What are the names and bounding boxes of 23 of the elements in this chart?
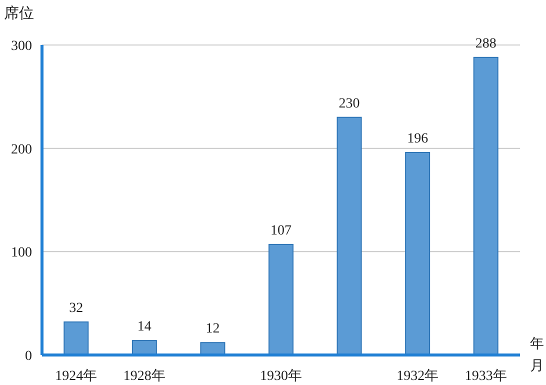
bar <box>336 116 362 356</box>
bar <box>268 244 294 356</box>
data-label: 288 <box>475 36 496 52</box>
x-tick-label: 1932年 <box>396 368 439 384</box>
data-label: 12 <box>206 322 220 337</box>
x-tick-label: 1933年 <box>464 368 507 384</box>
x-axis-title: 年月 <box>530 336 544 374</box>
data-label: 14 <box>137 320 152 335</box>
bar <box>64 321 89 356</box>
bar <box>473 56 498 356</box>
data-label: 32 <box>69 300 84 316</box>
x-tick-label: 1924年 <box>55 368 98 384</box>
x-tick-label: 1928年 <box>123 368 166 384</box>
y-tick-label: 200 <box>11 142 32 158</box>
x-tick-label: 1930年 <box>260 368 302 384</box>
y-axis-title: 席位 <box>4 5 34 22</box>
data-label: 196 <box>407 131 428 146</box>
y-tick-label: 0 <box>25 349 32 364</box>
bar <box>405 152 430 356</box>
y-tick-label: 300 <box>11 39 32 54</box>
y-tick-label: 100 <box>11 246 32 261</box>
data-label: 107 <box>270 223 292 238</box>
data-label: 230 <box>338 96 360 112</box>
